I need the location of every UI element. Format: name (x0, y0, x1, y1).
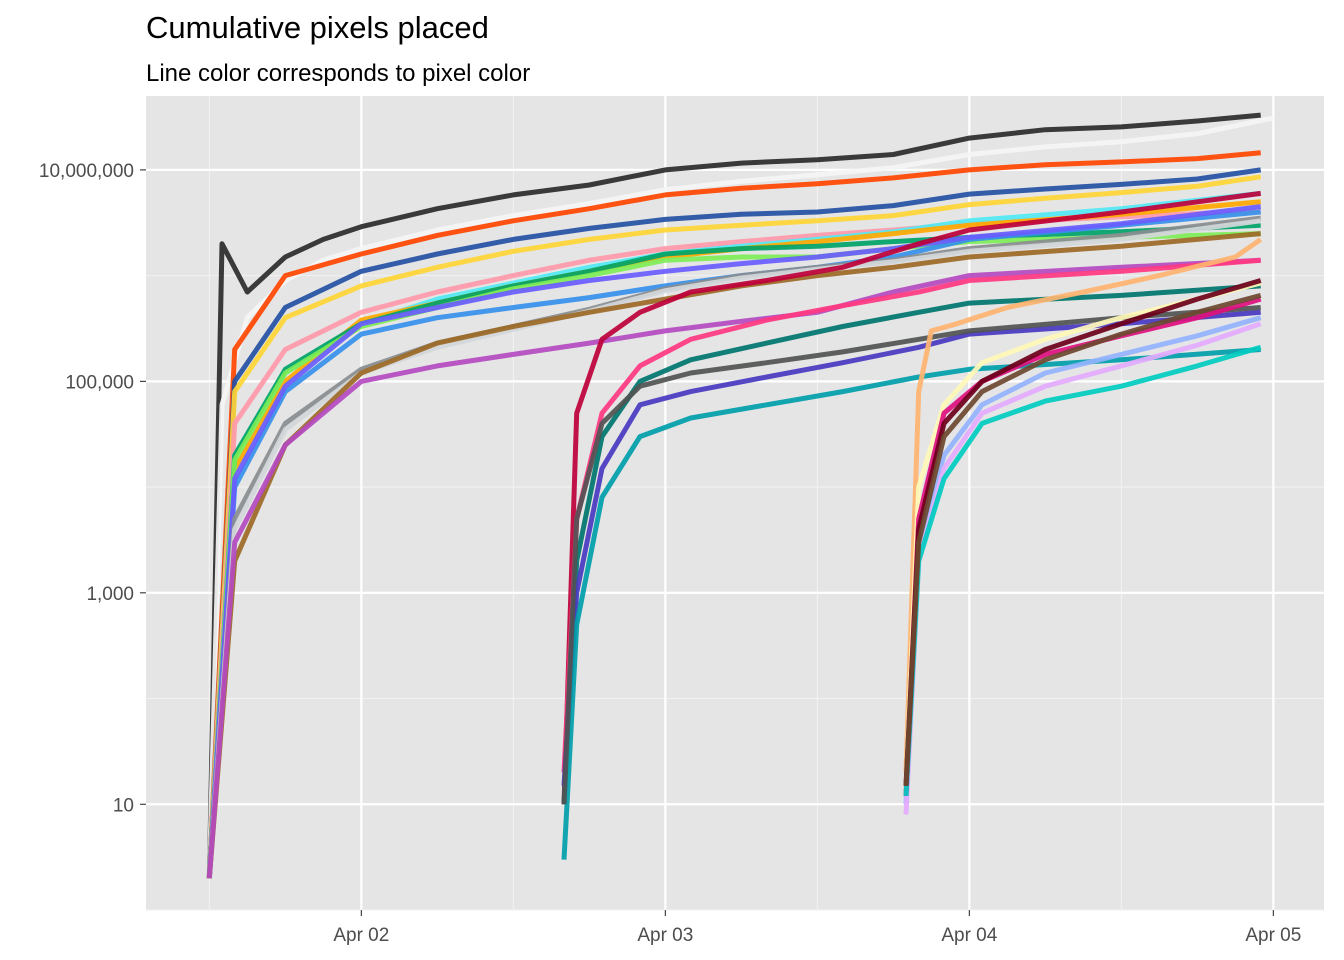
grid-lines (146, 96, 1324, 911)
series-line-20 (561, 309, 1261, 786)
x-tick-label: Apr 05 (1245, 925, 1301, 946)
series-line-19 (561, 283, 1261, 805)
y-tick-label: 100,000 (65, 372, 134, 393)
x-tick-label: Apr 04 (941, 925, 997, 946)
y-tick-label: 1,000 (86, 584, 134, 605)
chart-title: Cumulative pixels placed (146, 10, 489, 45)
series-line-14 (206, 218, 1262, 879)
series-line-17 (561, 190, 1262, 805)
series-line-30 (903, 292, 1262, 786)
series-line-29 (903, 278, 1262, 786)
x-tick-label: Apr 03 (637, 925, 693, 946)
series-line-16 (206, 257, 1261, 879)
series-line-28 (903, 344, 1262, 797)
series-line-11 (206, 209, 1261, 879)
series-line-3 (206, 150, 1261, 879)
series-line-4 (206, 167, 1262, 879)
y-tick-label: 10,000,000 (39, 161, 134, 182)
series-line-12 (206, 204, 1262, 879)
series-line-23 (903, 237, 1263, 773)
y-tick-label: 10 (113, 795, 134, 816)
axes: Apr 02 Apr 03 Apr 04 Apr 05 10 1,000 100,000 10… (39, 161, 1301, 946)
chart-subtitle: Line color corresponds to pixel color (146, 60, 531, 87)
series-line-5 (206, 174, 1262, 879)
series-line-22 (561, 305, 1261, 805)
series-lines (206, 112, 1274, 879)
series-line-1 (206, 112, 1261, 879)
x-tick-label: Apr 02 (333, 925, 389, 946)
